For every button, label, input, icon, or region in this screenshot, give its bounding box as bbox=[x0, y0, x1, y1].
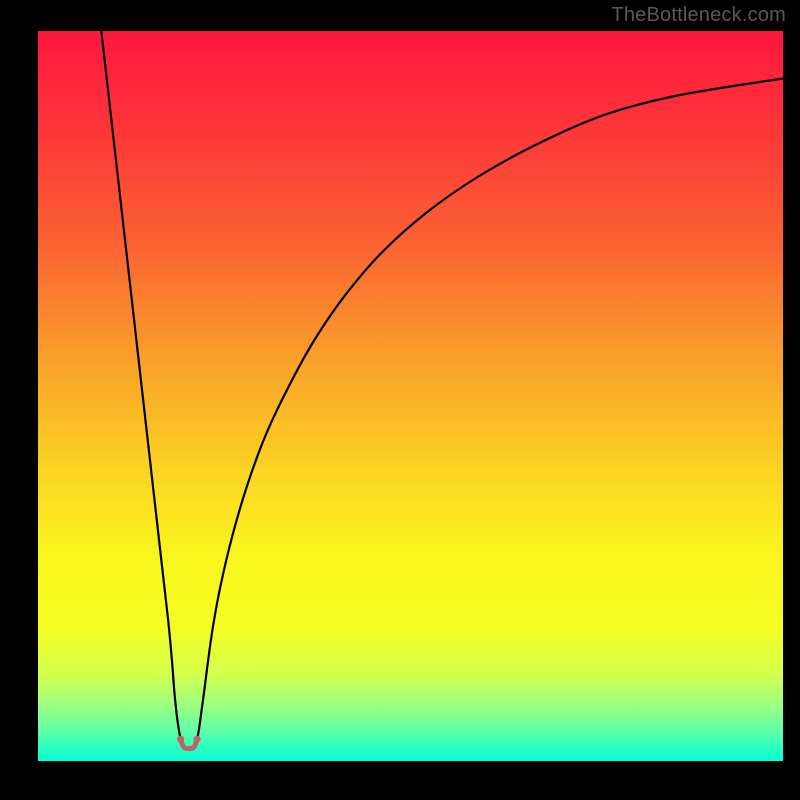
valley-marker-1 bbox=[194, 736, 201, 743]
gradient-background bbox=[38, 31, 783, 761]
chart-container: TheBottleneck.com bbox=[0, 0, 800, 800]
plot-area bbox=[38, 31, 783, 761]
watermark-text: TheBottleneck.com bbox=[611, 4, 786, 27]
bottleneck-chart bbox=[38, 31, 783, 761]
valley-marker-0 bbox=[177, 736, 184, 743]
